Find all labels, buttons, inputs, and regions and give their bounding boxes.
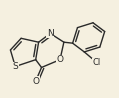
Text: Cl: Cl: [93, 58, 101, 67]
Text: S: S: [12, 62, 18, 71]
Text: O: O: [32, 77, 39, 86]
Text: O: O: [57, 55, 63, 64]
Text: N: N: [47, 29, 54, 38]
